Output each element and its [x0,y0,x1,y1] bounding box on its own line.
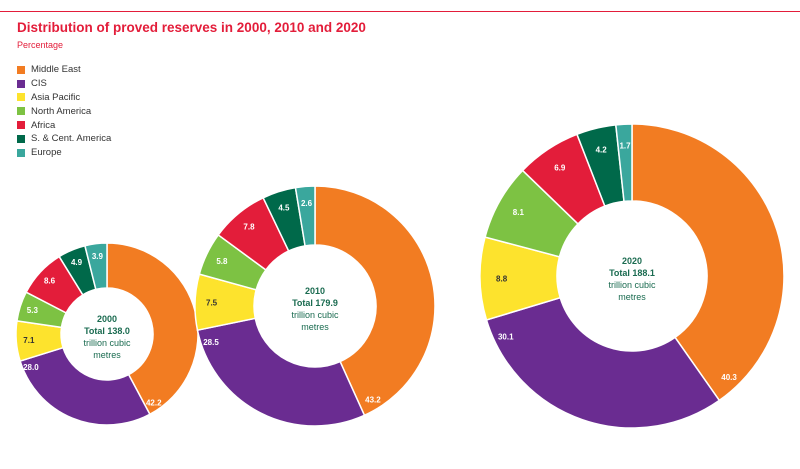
legend-item-cis: CIS [17,77,111,91]
donut-2000: 42.2 28.0 7.1 5.3 8.6 4.9 3.9 2000 Total 138.0 tr… [15,242,199,426]
legend: Middle East CIS Asia Pacific North Ameri… [17,63,111,160]
legend-swatch [17,134,25,143]
data-label-2000-asia-pacific: 7.1 [23,336,35,345]
slice-2010-middle-east [314,185,436,417]
data-label-2020-middle-east: 40.3 [721,373,737,382]
data-label-2010-europe: 2.6 [301,199,313,208]
legend-swatch [17,93,25,102]
donut-2020: 40.3 30.1 8.8 8.1 6.9 4.2 1.7 2020 Total 188.1 tr… [479,123,785,429]
data-label-2020-s-cent-america: 4.2 [596,145,608,154]
legend-item-north-america: North America [17,104,111,118]
center-unit-line1-2010: trillion cubic [291,310,339,320]
data-label-2000-europe: 3.9 [92,252,104,261]
data-label-2020-cis: 30.1 [498,333,514,342]
slice-2010-europe [294,185,316,247]
center-unit-line2-2010: metres [301,322,329,332]
data-label-2010-asia-pacific: 7.5 [206,299,218,308]
center-unit-line1-2020: trillion cubic [608,280,656,290]
data-label-2010-s-cent-america: 4.5 [278,203,290,212]
data-label-2020-europe: 1.7 [619,142,631,151]
center-unit-line2-2000: metres [93,350,121,360]
legend-swatch [17,121,25,130]
legend-label: North America [31,105,92,117]
legend-label: Europe [31,147,62,159]
legend-item-s-cent-america: S. & Cent. America [17,132,111,146]
legend-item-middle-east: Middle East [17,63,111,77]
center-unit-line2-2020: metres [618,292,646,302]
center-total-2020: Total 188.1 [609,268,655,278]
data-label-2000-africa: 8.6 [44,277,56,286]
data-label-2010-north-america: 5.8 [216,257,228,266]
data-label-2020-asia-pacific: 8.8 [496,274,508,283]
legend-item-europe: Europe [17,146,111,160]
legend-item-asia-pacific: Asia Pacific [17,91,111,105]
slice-2010-cis [196,317,366,427]
center-year-2000: 2000 [97,314,117,324]
center-unit-line1-2000: trillion cubic [83,338,131,348]
slice-2020-cis [485,296,721,429]
data-label-2020-africa: 6.9 [554,163,566,172]
data-label-2000-s-cent-america: 4.9 [71,258,83,267]
legend-swatch [17,79,25,88]
slice-2000-europe [84,242,108,291]
chart-title: Distribution of proved reserves in 2000,… [17,20,366,35]
data-label-2010-cis: 28.5 [203,338,219,347]
donut-2010: 43.2 28.5 7.5 5.8 7.8 4.5 2.6 2010 Total 179.9 tr… [194,185,436,427]
slice-2020-europe [614,123,633,203]
legend-item-africa: Africa [17,118,111,132]
slice-2000-cis [19,346,151,426]
legend-swatch [17,148,25,157]
legend-label: Middle East [31,64,81,76]
center-total-2000: Total 138.0 [84,326,130,336]
data-label-2000-middle-east: 42.2 [146,399,162,408]
legend-label: CIS [31,78,47,90]
top-rule [0,11,800,12]
slice-2000-middle-east [106,242,199,416]
data-label-2010-africa: 7.8 [243,222,255,231]
data-label-2000-north-america: 5.3 [27,306,39,315]
legend-label: S. & Cent. America [31,133,112,145]
slice-2020-middle-east [631,123,785,402]
data-label-2000-cis: 28.0 [23,363,39,372]
legend-swatch [17,107,25,116]
center-year-2010: 2010 [305,286,325,296]
legend-swatch [17,65,25,74]
data-label-2020-north-america: 8.1 [513,208,525,217]
legend-label: Asia Pacific [31,91,81,103]
data-label-2010-middle-east: 43.2 [365,396,381,405]
legend-label: Africa [31,119,56,131]
chart-subtitle: Percentage [17,40,64,50]
center-year-2020: 2020 [622,256,642,266]
center-total-2010: Total 179.9 [292,298,338,308]
